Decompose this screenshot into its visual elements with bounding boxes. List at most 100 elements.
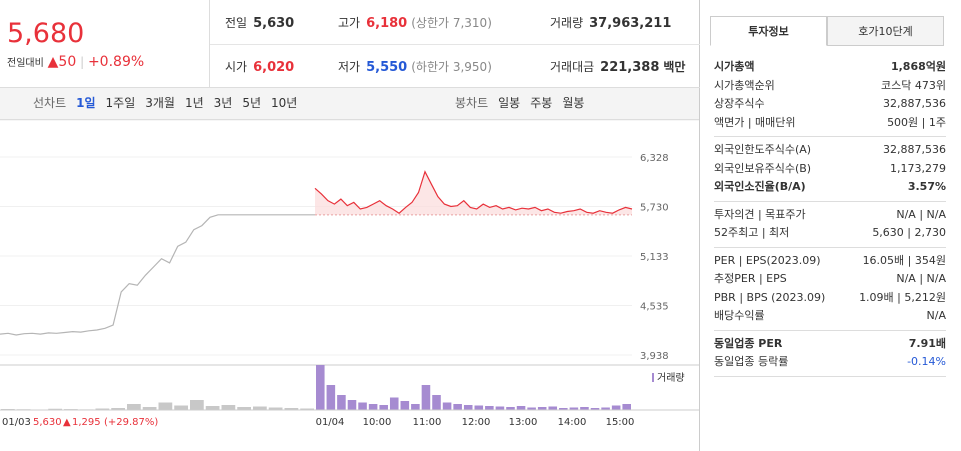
- volume-bar: [411, 404, 420, 410]
- volume-bar: [622, 404, 631, 410]
- volume-bar: [495, 406, 505, 410]
- volume-bar: [601, 407, 610, 410]
- tab[interactable]: 주봉: [530, 96, 553, 110]
- invest-label: 외국인한도주식수(A): [714, 143, 812, 156]
- tab[interactable]: 3개월: [145, 96, 175, 110]
- stat-value: 5,550: [366, 60, 408, 75]
- volume-bar: [421, 385, 431, 410]
- volume-bar: [485, 406, 494, 410]
- invest-value: 3.57%: [907, 180, 946, 193]
- prev-day: 01/03: [2, 417, 31, 428]
- stat-value: 5,630: [253, 16, 295, 31]
- x-tick-label: 12:00: [462, 417, 491, 428]
- y-tick-label: 5,133: [640, 252, 669, 263]
- tab[interactable]: 1주일: [105, 96, 136, 110]
- prev-day: 5,630: [33, 417, 62, 428]
- invest-value: 32,887,536: [883, 97, 946, 110]
- invest-row: 동일업종 PER 7.91배: [714, 335, 946, 354]
- volume-bar: [590, 408, 600, 410]
- invest-tab[interactable]: 투자정보: [710, 16, 827, 46]
- invest-value: 1,868억원: [890, 60, 946, 73]
- stat: 고가 6,180 (상한가 7,310): [338, 14, 492, 31]
- volume-bar: [316, 365, 325, 410]
- tab[interactable]: 월봉: [562, 96, 585, 110]
- chart: 6,328 5,730 5,133 4,535 3,938 거래량 01/04 10:00 11…: [0, 120, 699, 428]
- invest-value: N/A | N/A: [896, 207, 946, 221]
- y-tick-label: 5,730: [640, 203, 669, 214]
- invest-label: 외국인보유주식수(B): [714, 161, 812, 175]
- invest-label: 시가총액: [714, 60, 755, 73]
- invest-panel: 투자정보 호가10단계 시가총액 1,868억원 시가총액순위 코스닥 473위 상장주식…: [700, 0, 961, 451]
- stat-note: (하한가 3,950): [411, 60, 492, 74]
- change-value: 50: [58, 54, 77, 70]
- invest-row: PER | EPS(2023.09) 16.05배 | 354원: [714, 252, 946, 271]
- invest-value: N/A | N/A: [896, 272, 946, 285]
- invest-row: 52주최고 | 최저 5,630 | 2,730: [714, 224, 946, 243]
- volume-bar: [284, 408, 299, 410]
- invest-tabs: 투자정보 호가10단계: [710, 16, 944, 46]
- stat-label: 시가: [225, 60, 248, 74]
- stat-value: 221,388: [600, 60, 660, 75]
- prev-arrow: ▲: [63, 417, 71, 428]
- invest-group: 시가총액 1,868억원 시가총액순위 코스닥 473위 상장주식수 32,887,536…: [714, 54, 946, 137]
- invest-label: 투자의견 | 목표주가: [714, 207, 806, 221]
- tab[interactable]: 일봉: [498, 96, 521, 110]
- volume-bar: [205, 406, 220, 410]
- stat-label: 거래대금: [550, 60, 595, 74]
- invest-row: 외국인보유주식수(B) 1,173,279: [714, 160, 946, 179]
- invest-row: 상장주식수 32,887,536: [714, 95, 946, 114]
- volume-bar: [337, 395, 346, 410]
- invest-table: 시가총액 1,868억원 시가총액순위 코스닥 473위 상장주식수 32,887,536…: [714, 54, 946, 377]
- invest-value: 32,887,536: [883, 143, 946, 156]
- tab[interactable]: 1년: [184, 96, 204, 110]
- volume-bar: [48, 408, 62, 410]
- volume-bar: [453, 404, 462, 410]
- volume-bar: [190, 400, 204, 410]
- stat-note: (상한가 7,310): [411, 16, 492, 30]
- tab-label: 선차트: [33, 96, 67, 110]
- invest-label: 배당수익률: [714, 309, 765, 322]
- invest-value: 1.09배 | 5,212원: [859, 290, 946, 304]
- x-tick-label: 11:00: [413, 417, 442, 428]
- volume-bar: [95, 408, 110, 410]
- volume-bar: [300, 408, 314, 410]
- stat-value: 6,020: [253, 60, 295, 75]
- stat-label: 고가: [338, 16, 361, 30]
- invest-value: N/A: [926, 309, 946, 322]
- candle-tabs: 봉차트 일봉 주봉 월봉: [450, 88, 589, 119]
- invest-row: 외국인한도주식수(A) 32,887,536: [714, 141, 946, 160]
- x-tick-label: 14:00: [558, 417, 587, 428]
- x-tick-label: 13:00: [509, 417, 538, 428]
- invest-label: 52주최고 | 최저: [714, 226, 790, 239]
- tab[interactable]: 5년: [242, 96, 262, 110]
- line-tabs: 선차트 1일 1주일 3개월 1년 3년 5년 10년: [28, 88, 302, 119]
- invest-label: PBR | BPS (2023.09): [714, 290, 826, 304]
- invest-tab[interactable]: 호가10단계: [827, 16, 944, 46]
- price-line: [314, 170, 633, 214]
- volume-bar: [400, 401, 410, 410]
- volume-bar: [237, 407, 251, 410]
- stat: 시가 6,020: [225, 58, 294, 75]
- change-row: 전일대비 ▲50 | +0.89%: [7, 54, 145, 70]
- stat: 거래량 37,963,211: [550, 14, 671, 31]
- stat-label: 전일: [225, 16, 248, 30]
- invest-value: -0.14%: [907, 355, 946, 368]
- tab[interactable]: 10년: [271, 96, 298, 110]
- change-pct: +0.89%: [87, 54, 145, 70]
- invest-row: 추정PER | EPS N/A | N/A: [714, 270, 946, 289]
- invest-label: PER | EPS(2023.09): [714, 253, 821, 267]
- stat-unit: 백만: [663, 60, 686, 74]
- volume-bar: [527, 407, 536, 410]
- volume-bar: [569, 407, 579, 410]
- tab[interactable]: 3년: [213, 96, 233, 110]
- tab[interactable]: 1일: [76, 96, 96, 110]
- change: ▲50: [47, 54, 77, 70]
- volume-bar: [559, 408, 568, 410]
- invest-row: 투자의견 | 목표주가 N/A | N/A: [714, 206, 946, 225]
- stat-label: 저가: [338, 60, 361, 74]
- volume-bar: [268, 407, 283, 410]
- prev-day: (+29.87%): [104, 417, 158, 428]
- volume-bar: [174, 405, 188, 410]
- invest-label: 동일업종 등락률: [714, 355, 789, 368]
